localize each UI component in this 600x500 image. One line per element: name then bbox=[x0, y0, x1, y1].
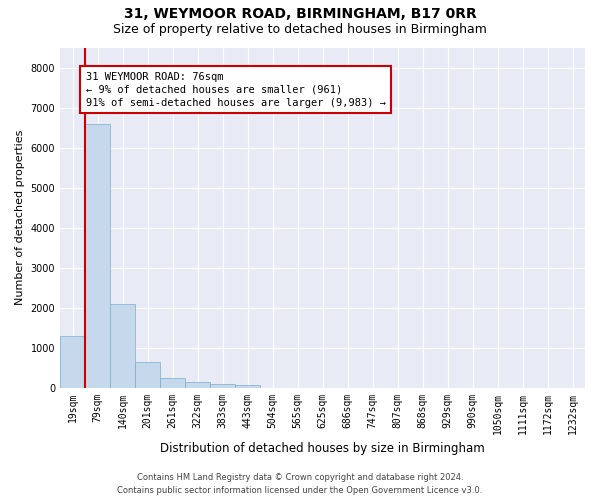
X-axis label: Distribution of detached houses by size in Birmingham: Distribution of detached houses by size … bbox=[160, 442, 485, 455]
Text: 31, WEYMOOR ROAD, BIRMINGHAM, B17 0RR: 31, WEYMOOR ROAD, BIRMINGHAM, B17 0RR bbox=[124, 8, 476, 22]
Text: 31 WEYMOOR ROAD: 76sqm
← 9% of detached houses are smaller (961)
91% of semi-det: 31 WEYMOOR ROAD: 76sqm ← 9% of detached … bbox=[86, 72, 386, 108]
Bar bbox=[60, 336, 85, 388]
Bar bbox=[85, 124, 110, 388]
Bar bbox=[110, 304, 135, 388]
Bar bbox=[235, 385, 260, 388]
Bar bbox=[160, 378, 185, 388]
Y-axis label: Number of detached properties: Number of detached properties bbox=[15, 130, 25, 306]
Bar bbox=[135, 362, 160, 388]
Bar bbox=[210, 384, 235, 388]
Bar bbox=[185, 382, 210, 388]
Text: Contains HM Land Registry data © Crown copyright and database right 2024.
Contai: Contains HM Land Registry data © Crown c… bbox=[118, 474, 482, 495]
Text: Size of property relative to detached houses in Birmingham: Size of property relative to detached ho… bbox=[113, 22, 487, 36]
